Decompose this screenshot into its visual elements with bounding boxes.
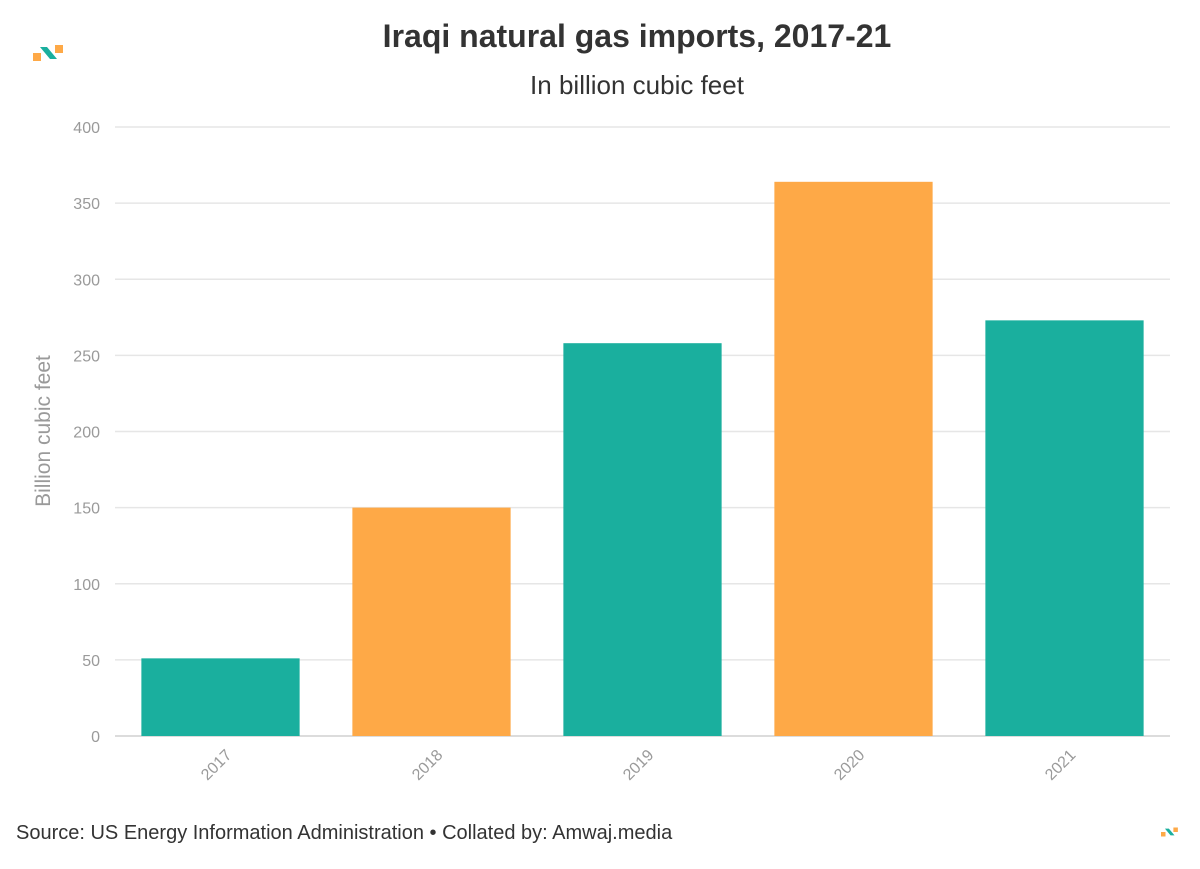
y-tick-label: 200 [73,425,100,442]
amwaj-logo-footer-icon [1161,827,1178,837]
x-tick-label: 2017 [198,747,235,784]
x-tick-label: 2019 [620,747,657,784]
y-tick-label: 350 [73,196,100,213]
y-tick-label: 250 [73,348,100,365]
y-tick-label: 50 [82,653,100,670]
y-tick-label: 300 [73,272,100,289]
y-tick-label: 400 [73,120,100,137]
y-tick-label: 100 [73,577,100,594]
bar-2019 [563,343,722,736]
amwaj-logo-icon [33,45,63,61]
bar-2021 [985,320,1144,736]
y-axis-label: Billion cubic feet [32,355,55,507]
x-tick-label: 2018 [409,747,446,784]
x-tick-label: 2021 [1042,747,1079,784]
bar-2018 [352,507,511,736]
source-note: Source: US Energy Information Administra… [16,822,673,844]
y-tick-label: 150 [73,501,100,518]
bar-2020 [774,181,933,736]
chart-title: Iraqi natural gas imports, 2017-21 [382,18,892,54]
chart-subtitle: In billion cubic feet [530,70,744,100]
y-axis-ticks: 0 50 100 150 200 250 300 350 400 [73,120,100,746]
bar-2017 [141,658,300,736]
x-tick-label: 2020 [831,747,868,784]
y-tick-label: 0 [91,729,100,746]
x-axis-ticks: 2017 2018 2019 2020 2021 [198,747,1079,784]
bars [141,181,1144,736]
